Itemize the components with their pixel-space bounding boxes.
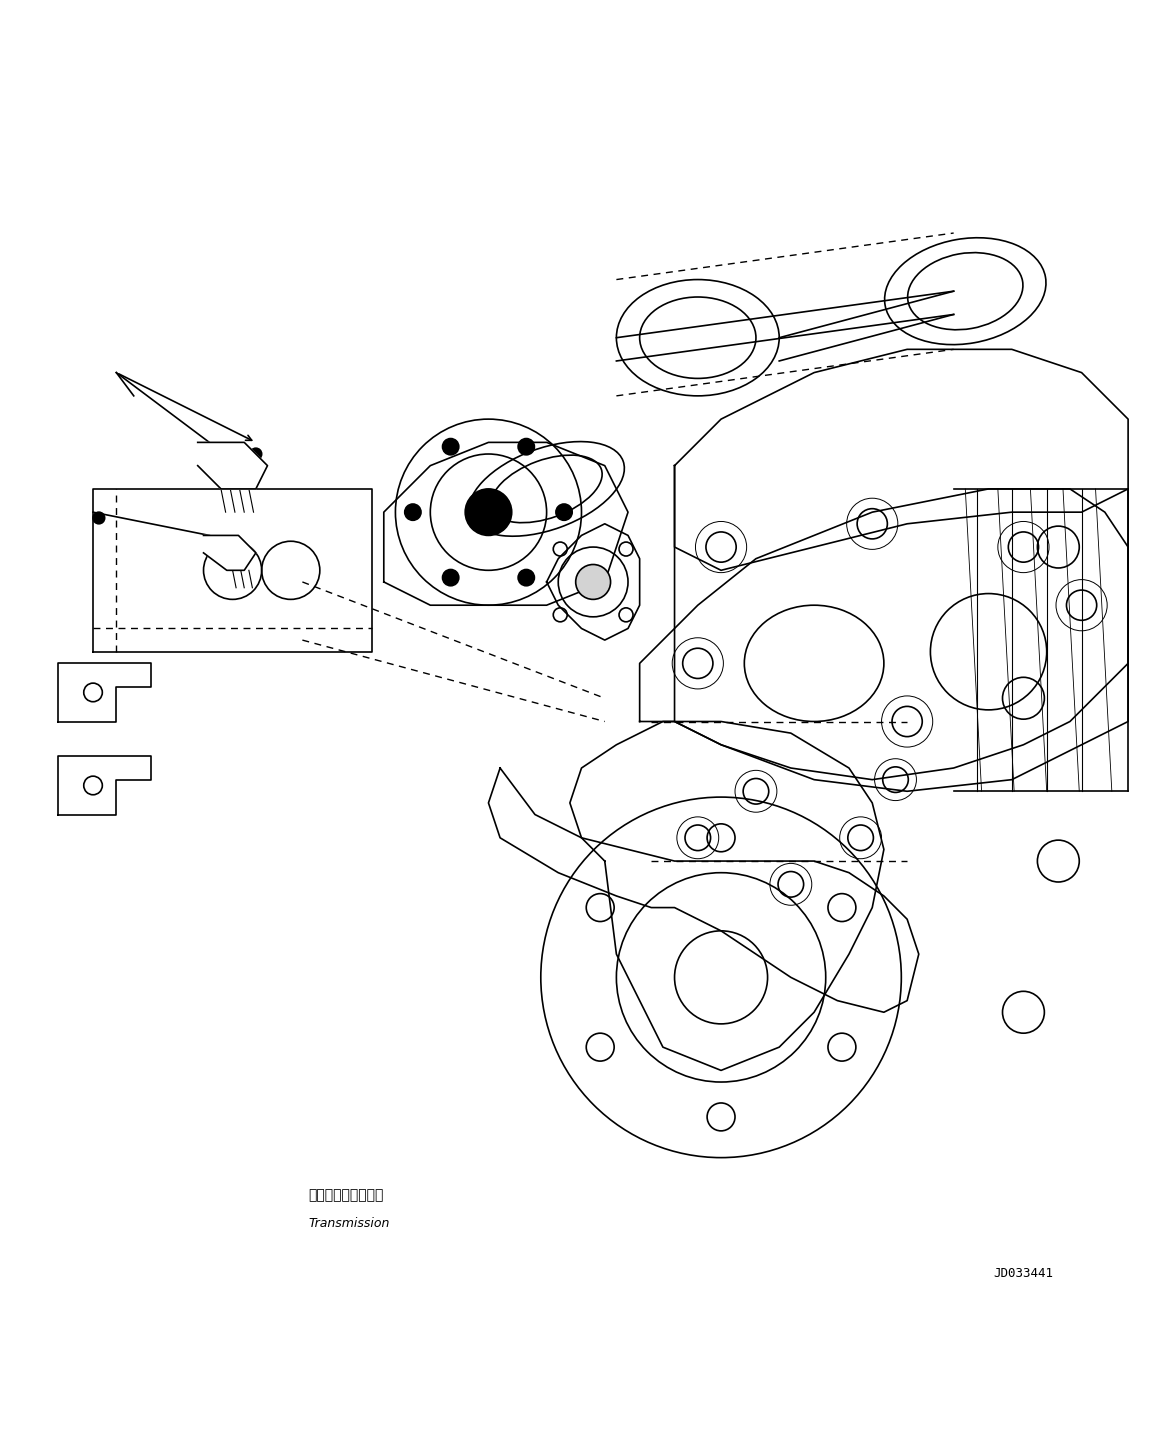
Circle shape [442,439,458,455]
Circle shape [576,564,611,599]
Circle shape [465,489,512,535]
Circle shape [442,570,458,586]
Circle shape [250,449,262,460]
Circle shape [556,504,572,521]
Text: トランスミッション: トランスミッション [308,1188,384,1202]
Polygon shape [204,535,256,570]
Circle shape [405,504,421,521]
Text: Transmission: Transmission [308,1218,390,1231]
Text: JD033441: JD033441 [993,1267,1054,1280]
Circle shape [519,439,535,455]
Polygon shape [198,443,267,489]
Circle shape [519,570,535,586]
Circle shape [93,512,105,524]
